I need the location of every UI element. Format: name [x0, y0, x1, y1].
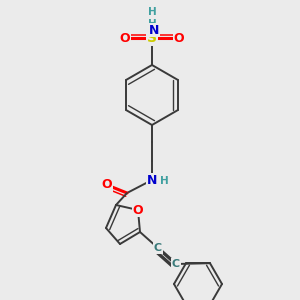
Text: O: O [120, 32, 130, 44]
Text: C: C [172, 259, 180, 269]
Text: S: S [147, 31, 157, 45]
Text: H: H [160, 176, 168, 186]
Text: O: O [102, 178, 112, 191]
Text: N: N [149, 23, 159, 37]
Text: O: O [133, 203, 143, 217]
Text: H
H: H H [148, 7, 156, 29]
Text: O: O [174, 32, 184, 44]
Text: N: N [147, 173, 157, 187]
Text: C: C [154, 243, 162, 253]
